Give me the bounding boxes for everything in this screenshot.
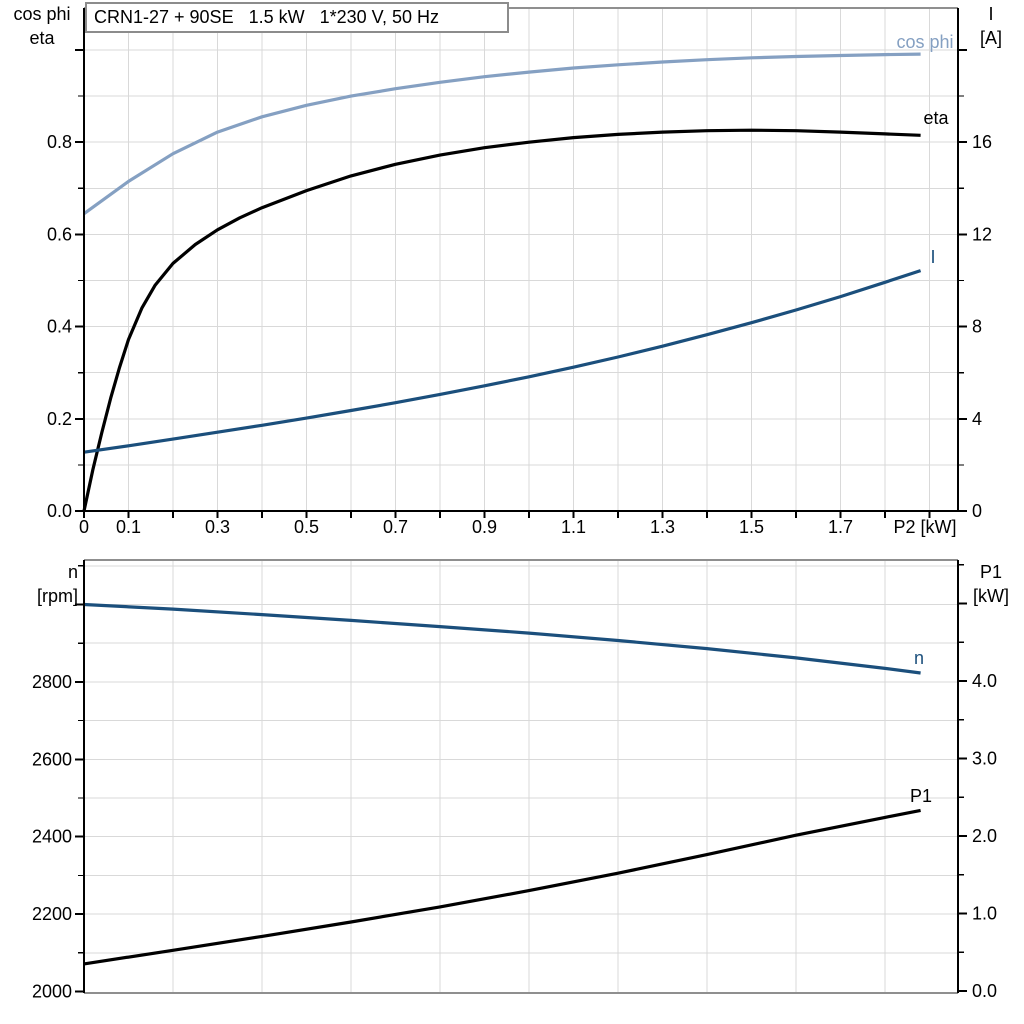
curve-label-I: I	[930, 247, 935, 267]
curve-label-n: n	[914, 648, 924, 668]
left-axis-tick-label: 2400	[32, 827, 72, 847]
curve-label-eta: eta	[923, 108, 949, 128]
chart-title: CRN1-27 + 90SE 1.5 kW 1*230 V, 50 Hz	[94, 7, 440, 27]
curve-label-cos-phi: cos phi	[896, 32, 953, 52]
right-axis-tick-label: 8	[972, 317, 982, 337]
right-axis-tick-label: 16	[972, 132, 992, 152]
right-axis-tick-label: 4	[972, 409, 982, 429]
right-axis-tick-label: 3.0	[972, 749, 997, 769]
x-axis-tick-label: 0.5	[294, 517, 319, 537]
right-axis-tick-label: 4.0	[972, 671, 997, 691]
curve-cos-phi	[83, 52, 921, 215]
left-axis-title-cosphi: cos phi	[13, 4, 71, 24]
curve-P1	[83, 808, 921, 966]
left-axis-tick-label: 0.6	[47, 224, 72, 244]
top-right-axis-header: I [A]	[960, 2, 1022, 50]
bottom-left-axis-header: n [rpm]	[0, 560, 78, 608]
right-axis-tick-label: 0	[972, 501, 982, 521]
left-axis-tick-label: 0.2	[47, 409, 72, 429]
x-axis-tick-label: 0.9	[472, 517, 497, 537]
curve-n	[83, 602, 921, 675]
right-axis-title-p1: P1	[979, 562, 1003, 582]
chart-title-box: CRN1-27 + 90SE 1.5 kW 1*230 V, 50 Hz	[85, 2, 509, 33]
x-axis-tick-label: 0.7	[383, 517, 408, 537]
x-axis-tick-label: 1.3	[650, 517, 675, 537]
x-axis-tick-label: 1.7	[828, 517, 853, 537]
bottom-right-axis-header: P1 [kW]	[960, 560, 1022, 608]
right-axis-tick-label: 0.0	[972, 981, 997, 1001]
x-axis-tick-label: 0.1	[116, 517, 141, 537]
x-axis-tick-label: 0	[79, 517, 89, 537]
right-axis-title-current-unit: [A]	[979, 28, 1002, 48]
left-axis-tick-label: 2600	[32, 749, 72, 769]
left-axis-tick-label: 2200	[32, 904, 72, 924]
left-axis-tick-label: 2000	[32, 982, 72, 1002]
top-left-axis-header: cos phi eta	[2, 2, 82, 50]
right-axis-title-current: I	[988, 4, 994, 24]
left-axis-title-speed: n	[67, 562, 78, 582]
curve-label-P1: P1	[910, 786, 932, 806]
curve-eta	[82, 128, 921, 512]
left-axis-tick-label: 2800	[32, 672, 72, 692]
x-axis-tick-label: 1.5	[739, 517, 764, 537]
curve-I	[83, 269, 922, 454]
right-axis-title-p1-unit: [kW]	[973, 586, 1009, 606]
left-axis-tick-label: 0.4	[47, 317, 72, 337]
left-axis-tick-label: 0.8	[47, 132, 72, 152]
right-axis-tick-label: 2.0	[972, 826, 997, 846]
x-axis-tick-label: 1.1	[561, 517, 586, 537]
x-axis-title: P2 [kW]	[893, 517, 956, 537]
right-axis-tick-label: 1.0	[972, 904, 997, 924]
left-axis-title-eta: eta	[29, 28, 55, 48]
x-axis-tick-label: 0.3	[205, 517, 230, 537]
left-axis-title-speed-unit: [rpm]	[36, 586, 78, 606]
right-axis-tick-label: 12	[972, 224, 992, 244]
left-axis-tick-label: 0.0	[47, 501, 72, 521]
